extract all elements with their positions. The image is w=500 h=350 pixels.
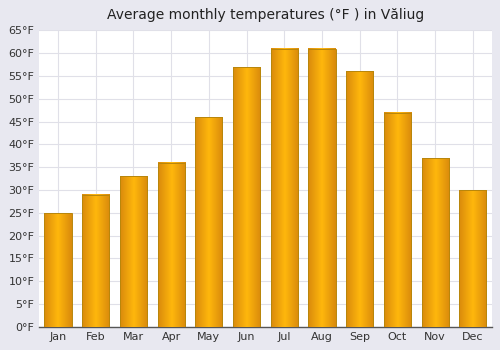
Bar — [196, 117, 222, 327]
Bar — [82, 195, 110, 327]
Bar — [308, 49, 336, 327]
Bar — [384, 112, 411, 327]
Bar — [459, 190, 486, 327]
Bar — [120, 176, 147, 327]
Bar — [233, 67, 260, 327]
Bar — [346, 71, 374, 327]
Bar — [422, 158, 448, 327]
Bar — [270, 49, 298, 327]
Title: Average monthly temperatures (°F ) in Văliug: Average monthly temperatures (°F ) in Vă… — [107, 8, 424, 22]
Bar — [44, 213, 72, 327]
Bar — [158, 163, 184, 327]
